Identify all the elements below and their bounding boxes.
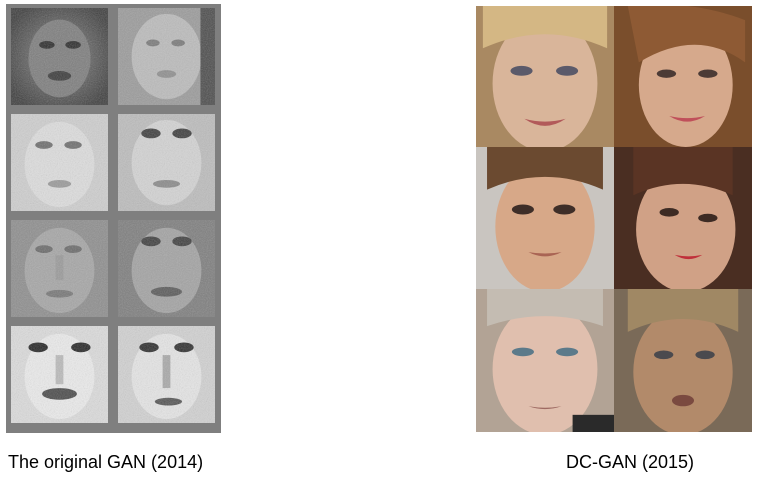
gan-face-sample (11, 8, 108, 105)
dcgan-face-sample (476, 6, 614, 147)
gan-face-sample (11, 114, 108, 211)
dcgan-face-sample (614, 147, 752, 289)
gan-caption: The original GAN (2014) (8, 452, 204, 472)
dcgan-face-sample (614, 289, 752, 432)
gan-face-sample (118, 8, 215, 105)
gan-samples-grid (6, 4, 221, 433)
gan-face-sample (118, 326, 215, 423)
dcgan-face-sample (476, 147, 614, 289)
dcgan-caption: DC-GAN (2015) (566, 452, 695, 472)
gan-face-sample (11, 220, 108, 317)
dcgan-face-sample (476, 289, 614, 432)
gan-face-sample (118, 114, 215, 211)
gan-face-sample (118, 220, 215, 317)
gan-face-sample (11, 326, 108, 423)
dcgan-face-sample (614, 6, 752, 147)
dcgan-samples-grid (476, 6, 752, 432)
